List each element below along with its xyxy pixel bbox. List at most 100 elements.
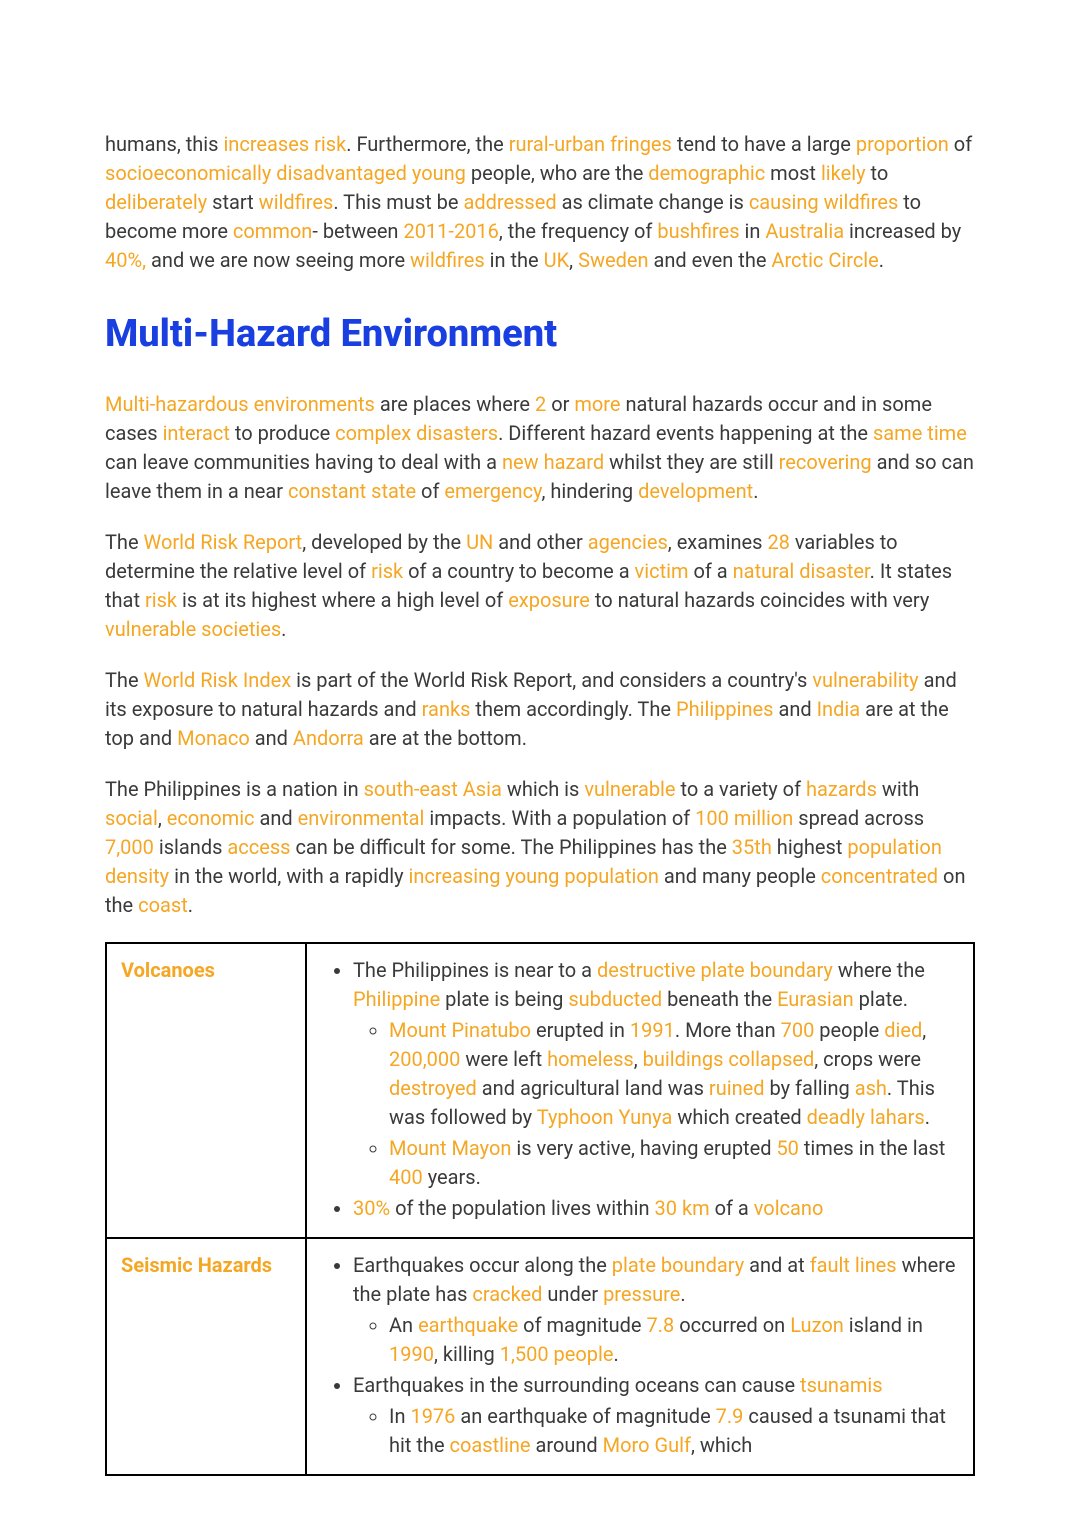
body-text: of a	[710, 1196, 754, 1220]
highlighted-text: pressure	[603, 1282, 680, 1306]
body-text: under	[542, 1282, 603, 1306]
body-text: to natural hazards coincides with very	[590, 588, 929, 612]
highlighted-text: 1,500 people	[500, 1342, 614, 1366]
body-text: humans, this	[105, 132, 223, 156]
highlighted-text: access	[227, 835, 290, 859]
body-text: of a country to become a	[403, 559, 634, 583]
highlighted-text: natural disaster	[733, 559, 870, 583]
highlighted-text: 200,000	[389, 1047, 460, 1071]
body-text: and at	[744, 1253, 810, 1277]
body-text: is very active, having erupted	[511, 1136, 776, 1160]
body-text: which created	[672, 1105, 806, 1129]
highlighted-text: died	[884, 1018, 922, 1042]
body-text: to a variety of	[676, 777, 806, 801]
highlighted-text: World Risk Index	[144, 668, 292, 692]
body-text: most	[765, 161, 821, 185]
highlighted-text: destructive plate boundary	[597, 958, 833, 982]
highlighted-text: hazards	[806, 777, 877, 801]
body-text: in the	[485, 248, 544, 272]
highlighted-text: vulnerable	[584, 777, 675, 801]
body-text: and	[255, 806, 298, 830]
table-row: Seismic HazardsEarthquakes occur along t…	[106, 1238, 974, 1475]
list-item: An earthquake of magnitude 7.8 occurred …	[389, 1311, 959, 1369]
body-text: , which	[691, 1433, 752, 1457]
body-text: The	[105, 530, 144, 554]
body-text: ,	[158, 806, 167, 830]
highlighted-text: Arctic Circle	[771, 248, 878, 272]
highlighted-text: Moro Gulf	[603, 1433, 691, 1457]
highlighted-text: rural-urban fringes	[509, 132, 672, 156]
body-text: to	[866, 161, 889, 185]
highlighted-text: 700	[781, 1018, 815, 1042]
body-text: are at the bottom.	[364, 726, 527, 750]
body-text: of	[416, 479, 444, 503]
body-text: which is	[502, 777, 584, 801]
body-text: .	[925, 1105, 930, 1129]
body-text: ,	[634, 1047, 643, 1071]
highlighted-text: Eurasian	[777, 987, 854, 1011]
highlighted-text: interact	[163, 421, 230, 445]
highlighted-text: tsunamis	[800, 1373, 883, 1397]
body-text: , hindering	[541, 479, 638, 503]
highlighted-text: Philippines	[676, 697, 774, 721]
highlighted-text: 1976	[410, 1404, 455, 1428]
hazard-label: Volcanoes	[106, 943, 306, 1238]
highlighted-text: socioeconomically disadvantaged young	[105, 161, 466, 185]
body-text: with	[877, 777, 919, 801]
highlighted-text: Mount Pinatubo	[389, 1018, 531, 1042]
body-text: of the population lives within	[390, 1196, 654, 1220]
highlighted-text: 100 million	[695, 806, 793, 830]
highlighted-text: Monaco	[177, 726, 250, 750]
list-item: Mount Pinatubo erupted in 1991. More tha…	[389, 1016, 959, 1132]
body-text: - between	[312, 219, 403, 243]
highlighted-text: 35th	[732, 835, 772, 859]
body-paragraph: The Philippines is a nation in south-eas…	[105, 775, 975, 920]
body-text: as climate change is	[557, 190, 749, 214]
highlighted-text: development	[638, 479, 753, 503]
list-item: In 1976 an earthquake of magnitude 7.9 c…	[389, 1402, 959, 1460]
highlighted-text: complex disasters	[335, 421, 498, 445]
highlighted-text: increasing young population	[409, 864, 659, 888]
highlighted-text: Mount Mayon	[389, 1136, 511, 1160]
highlighted-text: environmental	[298, 806, 425, 830]
list-item: The Philippines is near to a destructive…	[353, 956, 959, 1192]
body-text: times in the last	[799, 1136, 945, 1160]
highlighted-text: 30 km	[655, 1196, 710, 1220]
body-text: to produce	[230, 421, 335, 445]
highlighted-text: coastline	[450, 1433, 531, 1457]
body-text: people, who are the	[466, 161, 648, 185]
highlighted-text: 1990	[389, 1342, 434, 1366]
body-text: . Different hazard events happening at t…	[498, 421, 873, 445]
highlighted-text: coast	[138, 893, 188, 917]
body-text: Earthquakes in the surrounding oceans ca…	[353, 1373, 800, 1397]
highlighted-text: ash	[855, 1076, 887, 1100]
body-text: An	[389, 1313, 418, 1337]
body-text: increased by	[844, 219, 961, 243]
highlighted-text: 7.9	[716, 1404, 744, 1428]
highlighted-text: deadly lahars	[807, 1105, 925, 1129]
body-text: of magnitude	[518, 1313, 646, 1337]
body-text: In	[389, 1404, 410, 1428]
body-text: . This must be	[333, 190, 463, 214]
highlighted-text: volcano	[754, 1196, 824, 1220]
highlighted-text: risk	[371, 559, 403, 583]
highlighted-text: Typhoon Yunya	[537, 1105, 673, 1129]
body-text: , crops were	[814, 1047, 921, 1071]
highlighted-text: wildfires	[259, 190, 334, 214]
body-text: , the frequency of	[499, 219, 657, 243]
highlighted-text: Andorra	[293, 726, 364, 750]
body-text: ,	[569, 248, 578, 272]
highlighted-text: Sweden	[578, 248, 648, 272]
body-text: is part of the World Risk Report, and co…	[291, 668, 812, 692]
highlighted-text: social	[105, 806, 158, 830]
highlighted-text: cracked	[472, 1282, 542, 1306]
highlighted-text: destroyed	[389, 1076, 477, 1100]
highlighted-text: 2011-2016	[403, 219, 498, 243]
body-text: and	[773, 697, 816, 721]
highlighted-text: 30%	[353, 1196, 390, 1220]
body-text: around	[531, 1433, 603, 1457]
body-text: of	[949, 132, 972, 156]
body-text: .	[753, 479, 758, 503]
list-item: 30% of the population lives within 30 km…	[353, 1194, 959, 1223]
body-text: . Furthermore, the	[346, 132, 508, 156]
